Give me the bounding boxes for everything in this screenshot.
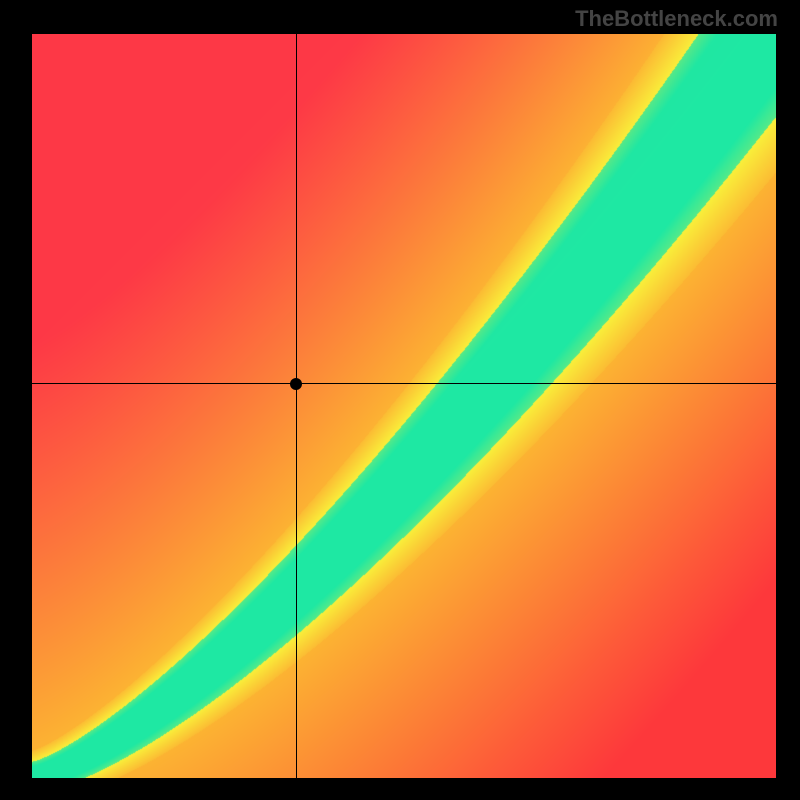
crosshair-marker: [290, 378, 302, 390]
bottleneck-heatmap: [32, 34, 776, 778]
watermark-text: TheBottleneck.com: [575, 6, 778, 32]
chart-container: TheBottleneck.com: [0, 0, 800, 800]
crosshair-vertical: [296, 34, 297, 778]
crosshair-horizontal: [32, 383, 776, 384]
